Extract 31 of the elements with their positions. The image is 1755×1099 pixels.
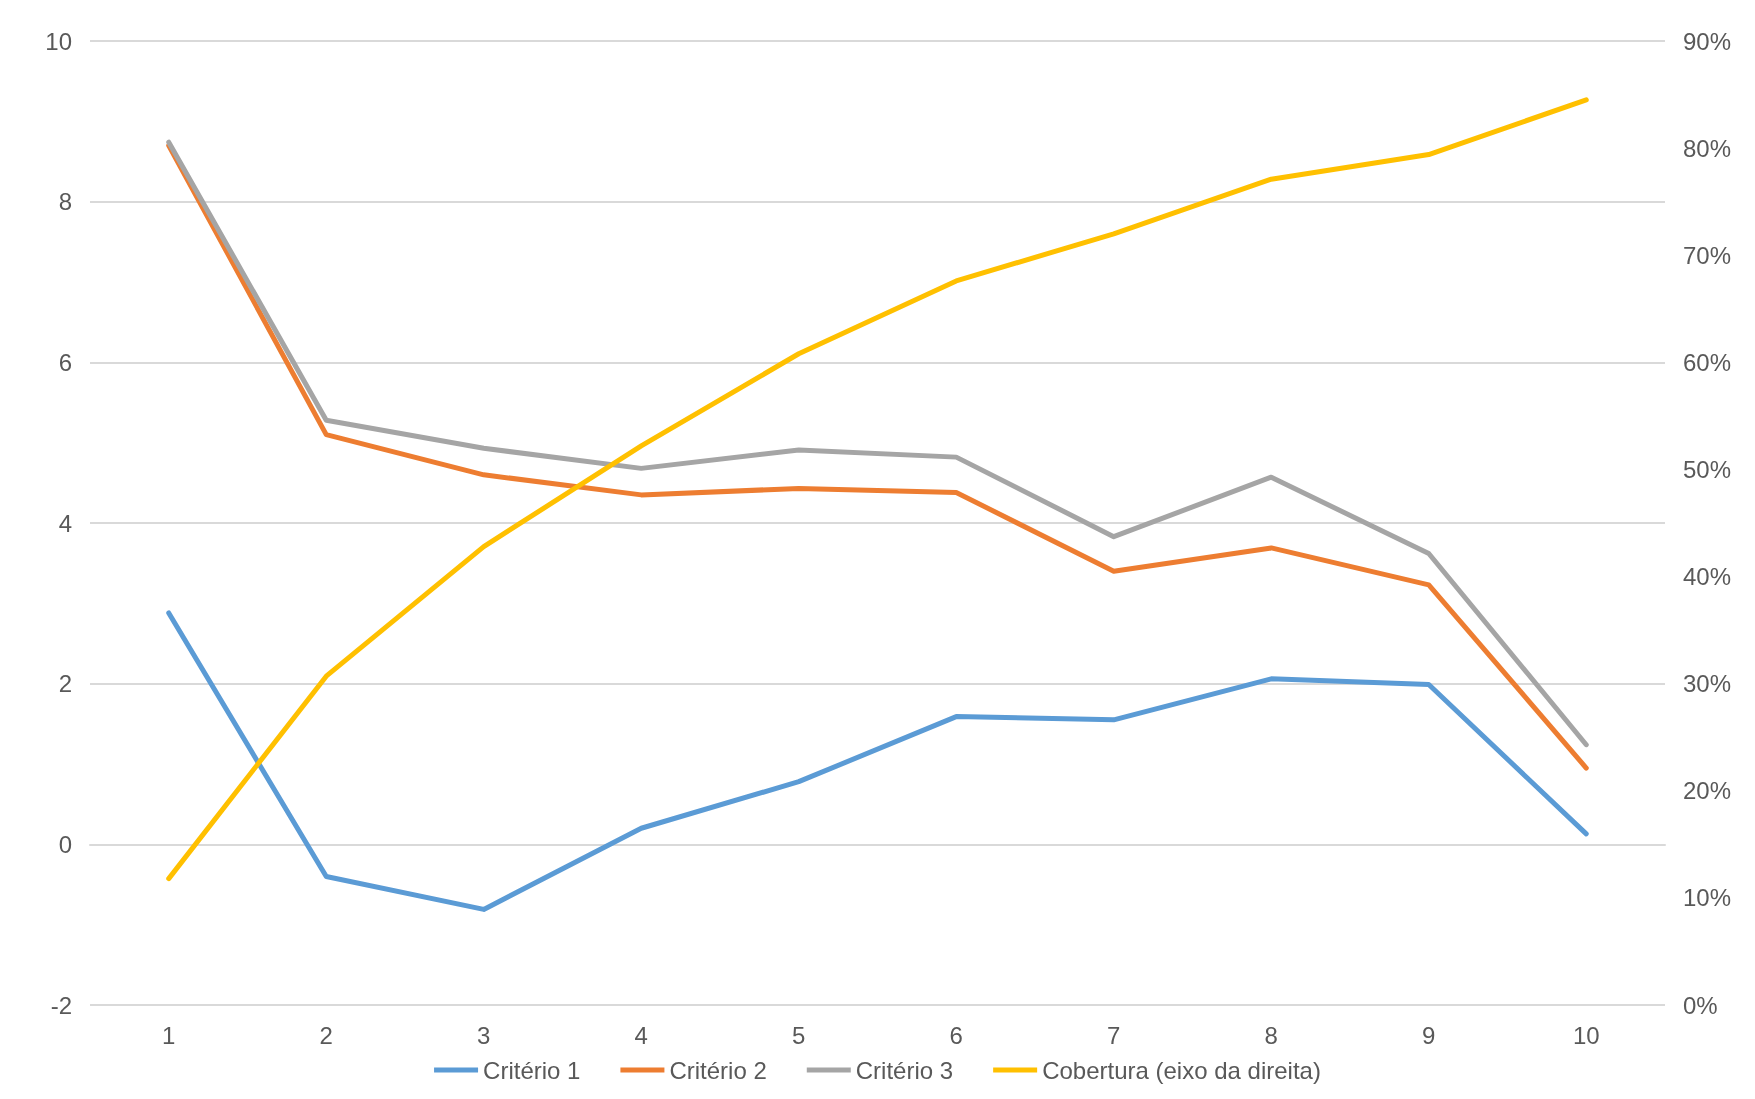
x-tick-label: 7	[1107, 1021, 1121, 1049]
x-tick-label: 2	[319, 1021, 333, 1049]
y-tick-label: -2	[50, 991, 72, 1019]
x-tick-label: 9	[1422, 1021, 1436, 1049]
x-tick-label: 3	[477, 1021, 491, 1049]
y2-tick-label: 70%	[1683, 241, 1732, 269]
x-tick-label: 1	[162, 1021, 176, 1049]
y2-tick-label: 80%	[1683, 134, 1732, 162]
legend-label: Critério 1	[483, 1056, 581, 1084]
y2-tick-label: 60%	[1683, 348, 1732, 376]
y-tick-label: 6	[58, 348, 72, 376]
y2-tick-label: 90%	[1683, 27, 1732, 55]
y-tick-label: 10	[45, 27, 72, 55]
x-tick-label: 8	[1264, 1021, 1278, 1049]
x-tick-label: 4	[634, 1021, 648, 1049]
y2-tick-label: 50%	[1683, 455, 1732, 483]
y2-tick-label: 20%	[1683, 777, 1732, 805]
x-tick-label: 6	[949, 1021, 963, 1049]
legend-label: Cobertura (eixo da direita)	[1042, 1056, 1321, 1084]
x-tick-label: 10	[1572, 1021, 1600, 1049]
y-tick-label: 2	[58, 670, 72, 698]
y2-tick-label: 40%	[1683, 563, 1732, 591]
y2-tick-label: 10%	[1683, 884, 1732, 912]
y2-tick-label: 0%	[1683, 991, 1718, 1019]
legend-label: Critério 2	[669, 1056, 767, 1084]
legend-label: Critério 3	[855, 1056, 954, 1084]
y-tick-label: 4	[58, 509, 72, 537]
y-tick-label: 8	[58, 188, 72, 216]
y2-tick-label: 30%	[1683, 670, 1732, 698]
x-tick-label: 5	[792, 1021, 806, 1049]
y-tick-label: 0	[58, 830, 72, 858]
